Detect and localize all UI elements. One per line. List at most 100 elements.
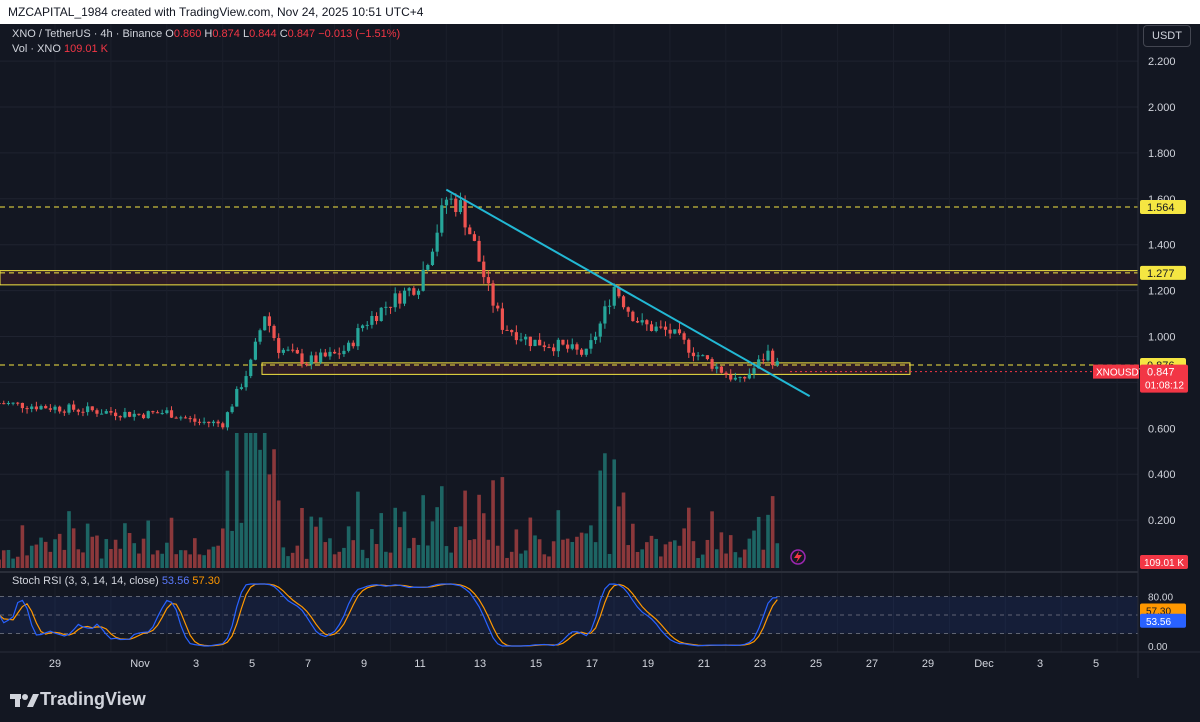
candle-body xyxy=(347,342,351,351)
candle-body xyxy=(281,349,285,353)
volume-bar xyxy=(705,539,710,568)
volume-bar xyxy=(756,516,761,568)
time-tick-label: 7 xyxy=(305,658,311,670)
time-tick-label: 17 xyxy=(586,658,598,670)
candle-body xyxy=(81,411,85,413)
volume-bar xyxy=(696,558,700,568)
volume-bar xyxy=(123,523,127,568)
volume-bar xyxy=(505,557,509,568)
candle-body xyxy=(118,416,122,418)
candle-body xyxy=(766,350,770,361)
time-tick-label: Dec xyxy=(974,658,994,670)
candle-body xyxy=(114,412,118,417)
volume-bar xyxy=(486,539,491,568)
volume-bar xyxy=(728,535,733,568)
candle-body xyxy=(356,328,360,347)
volume-bar xyxy=(95,535,99,568)
stoch-legend: Stoch RSI (3, 3, 14, 14, close) 53.56 57… xyxy=(12,575,220,587)
volume-bar xyxy=(183,550,188,568)
candle-body xyxy=(123,411,127,418)
low-value: 0.844 xyxy=(249,28,277,40)
volume-bar xyxy=(67,511,71,568)
volume-bar xyxy=(216,545,220,568)
currency-button[interactable]: USDT xyxy=(1143,25,1191,47)
volume-bar xyxy=(724,553,728,568)
alert-flash-icon-ring xyxy=(790,549,806,565)
volume-bar xyxy=(253,433,258,568)
volume-bar xyxy=(225,470,230,568)
volume-bar xyxy=(360,549,365,568)
candle-body xyxy=(691,352,696,357)
candle-body xyxy=(626,307,630,312)
candle-body xyxy=(109,411,113,413)
volume-bar xyxy=(118,548,123,568)
volume-bar xyxy=(593,542,598,568)
time-tick-label: Nov xyxy=(130,658,150,670)
open-label: O xyxy=(165,28,174,40)
volume-bar xyxy=(542,554,547,568)
price-tick-label: 1.400 xyxy=(1148,240,1176,252)
candle-body xyxy=(533,339,537,347)
candle-body xyxy=(631,311,635,322)
volume-bar xyxy=(211,546,216,568)
volume-bar xyxy=(691,541,696,568)
volume-bar xyxy=(85,523,90,568)
candle-body xyxy=(416,290,421,295)
candle-body xyxy=(39,406,43,410)
candle-body xyxy=(244,376,248,388)
volume-bar xyxy=(258,449,262,568)
volume-bar xyxy=(719,532,724,568)
high-label: H xyxy=(204,28,213,40)
volume-bar xyxy=(202,555,206,568)
volume-bar xyxy=(39,537,43,568)
volume-bar xyxy=(48,551,53,568)
volume-bar xyxy=(137,553,141,568)
volume-bar xyxy=(160,553,164,568)
volume-bar xyxy=(752,530,756,568)
volume-bar xyxy=(281,547,286,568)
candle-body xyxy=(593,336,598,341)
candle-body xyxy=(48,408,52,410)
candle-body xyxy=(100,413,104,415)
volume-bar xyxy=(640,549,644,568)
volume-bar xyxy=(509,551,514,568)
candle-body xyxy=(715,366,719,369)
time-tick-label: 29 xyxy=(49,658,61,670)
candle-body xyxy=(724,372,728,375)
support-resistance-zone xyxy=(261,362,911,375)
volume-bar xyxy=(747,538,752,568)
symbol-label: XNO / TetherUS · 4h · Binance xyxy=(12,28,163,40)
volume-bar xyxy=(188,554,192,568)
volume-bar xyxy=(444,546,449,568)
candle-body xyxy=(393,293,397,308)
volume-bar xyxy=(551,541,556,568)
candle-body xyxy=(384,306,388,308)
candle-body xyxy=(747,373,751,379)
candle-body xyxy=(514,332,518,341)
volume-bar xyxy=(262,433,267,568)
candle-body xyxy=(645,320,649,325)
candle-body xyxy=(146,411,150,419)
candle-body xyxy=(337,353,341,355)
candle-body xyxy=(510,330,514,333)
volume-bar xyxy=(738,557,742,568)
volume-bar xyxy=(220,528,225,568)
volume-bar xyxy=(6,549,11,568)
volume-bar xyxy=(547,556,551,568)
open-value: 0.860 xyxy=(173,28,202,40)
volume-bar xyxy=(663,544,668,568)
volume-bar xyxy=(523,550,528,568)
volume-bar xyxy=(700,554,705,568)
candle-body xyxy=(463,200,467,228)
volume-bar xyxy=(328,538,332,568)
candle-body xyxy=(351,342,355,347)
candle-body xyxy=(374,315,379,322)
volume-bar xyxy=(467,540,472,568)
candle-body xyxy=(635,321,640,323)
volume-bar xyxy=(770,496,775,568)
candle-body xyxy=(235,388,239,407)
candle-body xyxy=(729,374,733,380)
volume-bar xyxy=(146,520,151,568)
price-tick-label: 1.000 xyxy=(1148,332,1176,344)
